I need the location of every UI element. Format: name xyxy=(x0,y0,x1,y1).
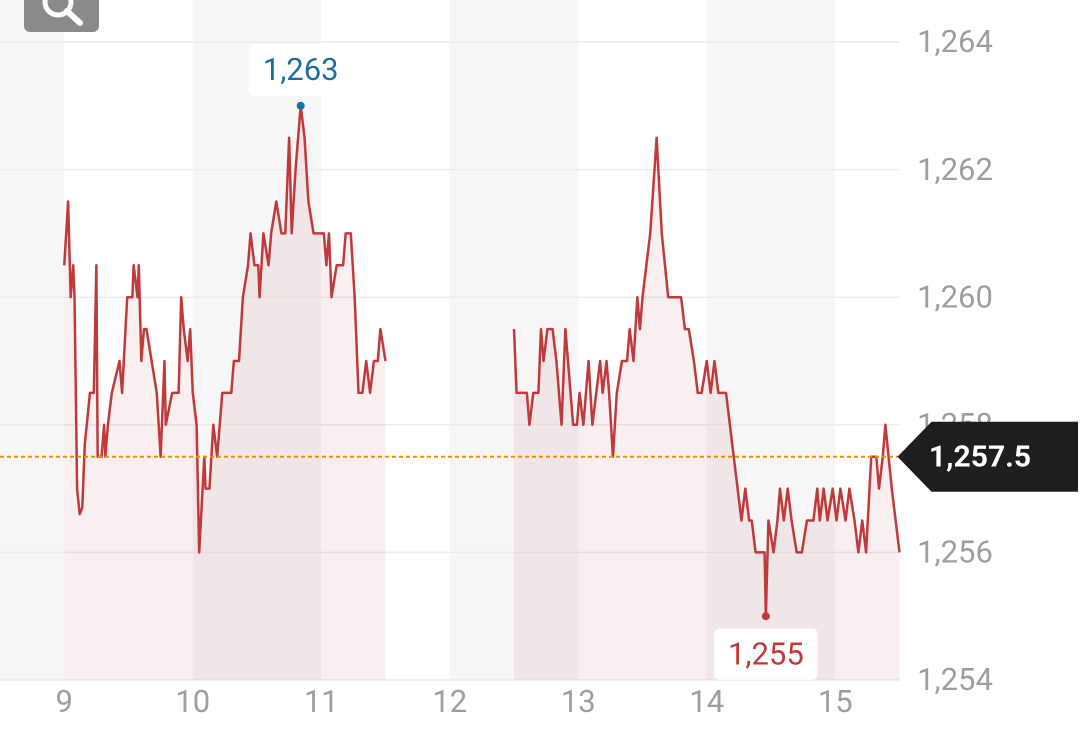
annotation-point xyxy=(761,612,770,621)
current-price-label: 1,257.5 xyxy=(929,440,1031,475)
annotation-label: 1,263 xyxy=(263,51,339,88)
search-icon xyxy=(42,0,74,18)
x-tick-label: 9 xyxy=(56,683,73,720)
y-tick-label: 1,256 xyxy=(917,534,993,571)
y-tick-label: 1,254 xyxy=(917,661,993,698)
x-tick-label: 13 xyxy=(561,683,596,720)
x-tick-label: 14 xyxy=(689,683,724,720)
annotation-label: 1,255 xyxy=(728,635,804,672)
hour-band xyxy=(706,0,836,680)
hour-band xyxy=(0,0,65,680)
x-tick-label: 10 xyxy=(175,683,210,720)
y-tick-label: 1,260 xyxy=(917,278,993,315)
annotation-box xyxy=(713,627,819,681)
y-tick-label: 1,262 xyxy=(917,151,993,188)
x-tick-label: 12 xyxy=(432,683,467,720)
annotation-point xyxy=(296,101,305,110)
x-tick-label: 15 xyxy=(818,683,853,720)
current-price-tag xyxy=(897,421,1078,492)
annotation-box xyxy=(248,43,353,96)
price-area xyxy=(64,105,900,681)
x-tick-label: 11 xyxy=(304,683,339,720)
search-icon-handle xyxy=(64,8,83,26)
y-tick-label: 1,264 xyxy=(917,23,993,60)
